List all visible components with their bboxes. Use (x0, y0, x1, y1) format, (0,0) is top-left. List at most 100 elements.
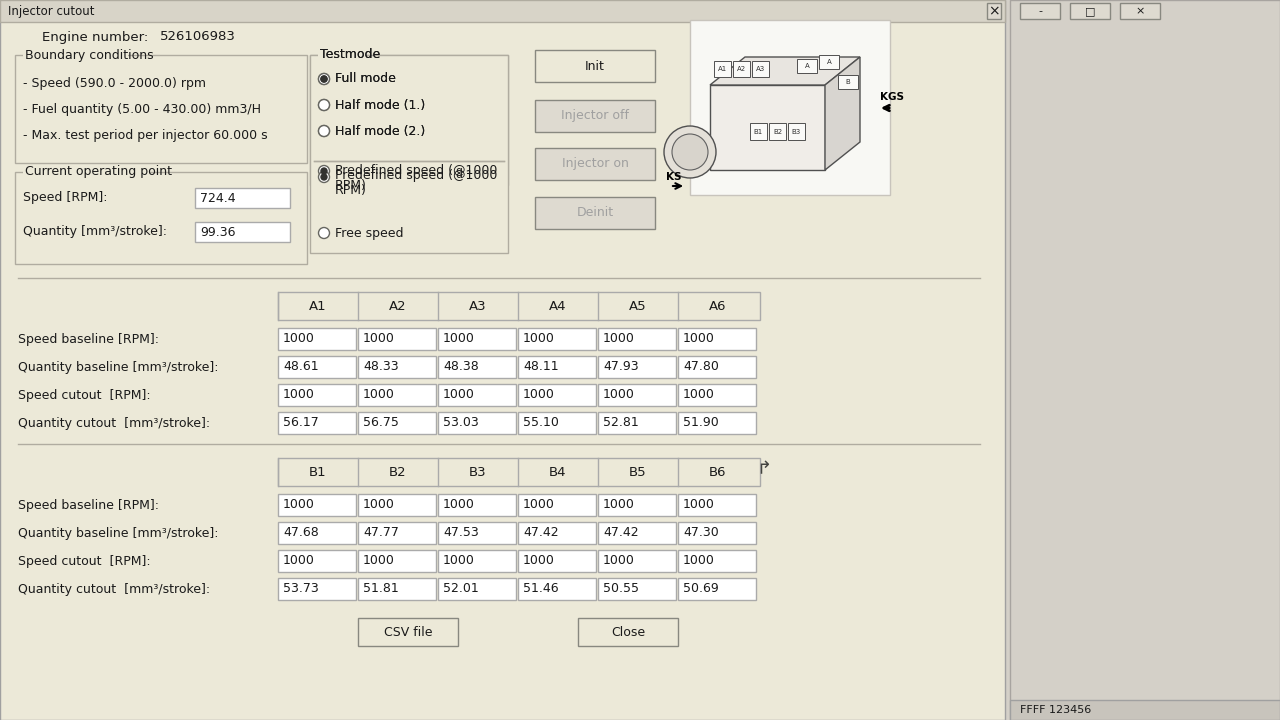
Bar (278, 412, 356, 434)
Bar (598, 522, 676, 544)
Text: 1000: 1000 (524, 389, 554, 402)
Bar (438, 384, 516, 406)
Circle shape (321, 76, 326, 82)
Bar (1010, 700, 1280, 720)
Text: 1000: 1000 (283, 554, 315, 567)
Bar (23, 48, 128, 62)
Text: B3: B3 (470, 466, 486, 479)
Bar (579, 618, 678, 646)
Bar (710, 85, 826, 170)
Bar (438, 522, 516, 544)
Text: B6: B6 (709, 466, 727, 479)
Bar (278, 328, 356, 350)
Text: 1000: 1000 (283, 333, 315, 346)
Text: Engine number:: Engine number: (42, 30, 148, 43)
Text: KS: KS (666, 172, 681, 182)
Bar (1070, 3, 1110, 19)
Text: 1000: 1000 (684, 333, 714, 346)
Bar (518, 384, 596, 406)
Circle shape (319, 166, 329, 176)
Text: 47.68: 47.68 (283, 526, 319, 539)
Text: Speed baseline [RPM]:: Speed baseline [RPM]: (18, 333, 159, 346)
Bar (797, 59, 817, 73)
Bar (598, 384, 676, 406)
Bar (317, 48, 366, 62)
Text: 99.36: 99.36 (200, 225, 236, 238)
Text: 1000: 1000 (603, 333, 635, 346)
Text: Full mode: Full mode (335, 73, 396, 86)
Bar (278, 494, 356, 516)
Text: B2: B2 (773, 128, 782, 135)
Text: A: A (827, 59, 832, 65)
Bar (438, 328, 516, 350)
Circle shape (319, 228, 329, 238)
Text: A1: A1 (718, 66, 727, 72)
Text: B: B (846, 79, 850, 85)
Text: 48.61: 48.61 (283, 361, 319, 374)
Circle shape (321, 168, 326, 174)
Bar (598, 356, 676, 378)
Bar (678, 328, 756, 350)
Text: 51.81: 51.81 (364, 582, 399, 595)
Text: Injector on: Injector on (562, 158, 628, 171)
Text: - Speed (590.0 - 2000.0) rpm: - Speed (590.0 - 2000.0) rpm (23, 77, 206, 90)
Circle shape (321, 174, 326, 180)
Text: Speed cutout  [RPM]:: Speed cutout [RPM]: (18, 554, 151, 567)
Bar (750, 123, 767, 140)
Text: A3: A3 (470, 300, 486, 312)
Bar (195, 222, 291, 242)
Text: 47.53: 47.53 (443, 526, 479, 539)
Bar (678, 494, 756, 516)
Text: B1: B1 (754, 128, 763, 135)
Text: 48.38: 48.38 (443, 361, 479, 374)
Bar (23, 165, 148, 179)
Text: 526106983: 526106983 (160, 30, 236, 43)
Text: 53.03: 53.03 (443, 416, 479, 430)
Bar (278, 458, 760, 486)
Bar (1120, 3, 1160, 19)
Bar (358, 578, 436, 600)
Bar (358, 522, 436, 544)
Circle shape (321, 76, 326, 82)
Bar (678, 522, 756, 544)
Text: Half mode (1.): Half mode (1.) (335, 99, 425, 112)
Text: B1: B1 (310, 466, 326, 479)
Bar (733, 61, 750, 77)
Text: 1000: 1000 (364, 554, 394, 567)
Text: Quantity cutout  [mm³/stroke]:: Quantity cutout [mm³/stroke]: (18, 416, 210, 430)
Bar (358, 618, 458, 646)
Text: B4: B4 (549, 466, 567, 479)
Bar (278, 384, 356, 406)
Bar (15, 55, 307, 163)
Text: 47.93: 47.93 (603, 361, 639, 374)
Text: 47.42: 47.42 (603, 526, 639, 539)
Bar (278, 292, 760, 320)
Bar (1010, 0, 1280, 720)
Bar (278, 578, 356, 600)
Text: CSV file: CSV file (384, 626, 433, 639)
Bar (690, 20, 890, 195)
Bar (15, 172, 307, 264)
Text: 48.11: 48.11 (524, 361, 558, 374)
Text: 1000: 1000 (364, 498, 394, 511)
Text: FFFF 123456: FFFF 123456 (1020, 705, 1092, 715)
Text: - Max. test period per injector 60.000 s: - Max. test period per injector 60.000 s (23, 129, 268, 142)
Bar (518, 412, 596, 434)
Text: Speed [RPM]:: Speed [RPM]: (23, 192, 108, 204)
Text: 48.33: 48.33 (364, 361, 398, 374)
Bar (358, 356, 436, 378)
Bar (518, 328, 596, 350)
Text: Quantity cutout  [mm³/stroke]:: Quantity cutout [mm³/stroke]: (18, 582, 210, 595)
Bar (678, 412, 756, 434)
Text: 50.69: 50.69 (684, 582, 719, 595)
Text: Close: Close (611, 626, 645, 639)
Bar (678, 384, 756, 406)
Text: -: - (1038, 6, 1042, 16)
Text: 1000: 1000 (443, 554, 475, 567)
Bar (358, 494, 436, 516)
Bar (714, 61, 731, 77)
Text: 1000: 1000 (364, 333, 394, 346)
Bar (438, 578, 516, 600)
Text: 1000: 1000 (524, 498, 554, 511)
Text: A: A (805, 63, 809, 69)
